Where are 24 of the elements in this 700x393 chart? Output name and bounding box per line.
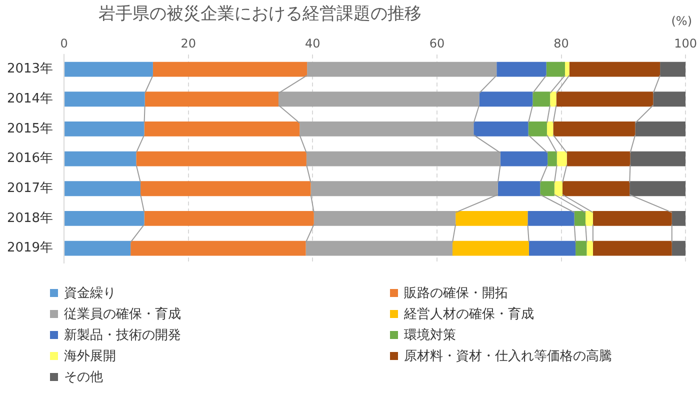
legend-label: 販路の確保・開拓	[404, 285, 508, 302]
legend-label: 新製品・技術の開発	[64, 327, 181, 344]
x-tick-label: 80	[554, 36, 569, 50]
legend-label: その他	[64, 369, 103, 386]
x-tick-label: 100	[674, 36, 697, 50]
y-tick-label: 2019年	[6, 240, 54, 256]
y-tick-label: 2016年	[6, 151, 54, 166]
legend-label: 経営人材の確保・育成	[404, 306, 534, 323]
y-tick-label: 2013年	[6, 62, 54, 77]
y-tick-label: 2018年	[6, 210, 54, 226]
x-tick-label: 0	[60, 36, 68, 50]
y-tick-label: 2017年	[6, 181, 54, 196]
text: (%)	[671, 14, 692, 28]
y-tick-label: 2015年	[6, 121, 54, 136]
chart-title: 岩手県の被災企業における経営課題の推移	[98, 3, 422, 25]
legend-label: 資金繰り	[64, 285, 116, 302]
legend-label: 環境対策	[404, 327, 456, 344]
legend-label: 原材料・資材・仕入れ等価格の高騰	[404, 348, 612, 365]
x-tick-label: 60	[429, 36, 445, 50]
x-tick-label: 20	[180, 36, 196, 50]
x-tick-label: 40	[305, 36, 320, 50]
legend-label: 海外展開	[64, 348, 116, 365]
y-tick-label: 2014年	[6, 92, 54, 107]
legend-label: 従業員の確保・育成	[64, 306, 181, 323]
